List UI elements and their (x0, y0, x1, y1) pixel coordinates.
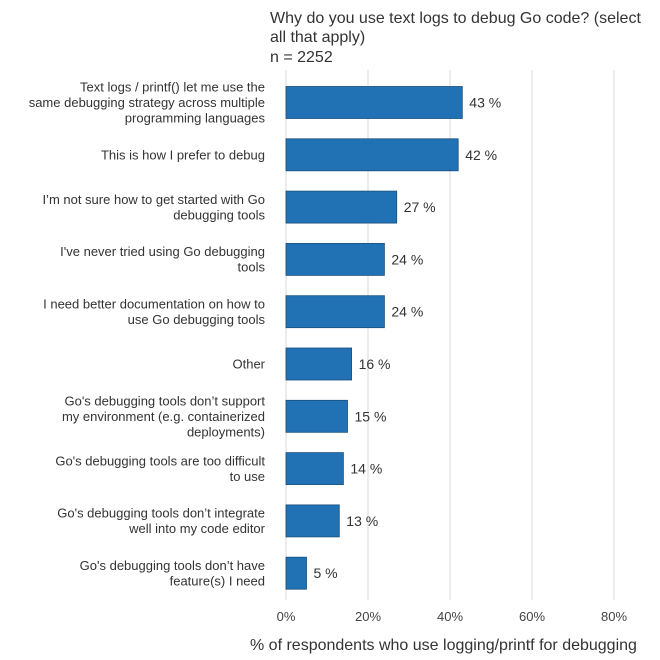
category-label-line: Text logs / printf() let me use the (80, 80, 265, 95)
category-label: Go's debugging tools don’t have feature(s… (80, 558, 265, 589)
bar-value-label: 14 % (350, 461, 382, 477)
bar-value-label: 42 % (465, 147, 497, 163)
bar (285, 452, 344, 486)
category-label: This is how I prefer to debug (101, 147, 265, 162)
category-label-line: programming languages (125, 111, 266, 126)
category-label-line: Go's debugging tools are too difficult (55, 453, 265, 468)
bar-value-label: 13 % (346, 513, 378, 529)
bar (285, 347, 352, 381)
category-label-line: feature(s) I need (170, 573, 265, 588)
category-label-line: deployments) (187, 424, 265, 439)
category-label: Go's debugging tools don’t support my env… (62, 393, 265, 439)
category-label-line: use Go debugging tools (128, 312, 266, 327)
category-label-line: well into my code editor (128, 521, 266, 536)
category-label: I need better documentation on how to use… (43, 296, 265, 327)
category-label-line: to use (230, 469, 265, 484)
category-label-line: This is how I prefer to debug (101, 147, 265, 162)
bar (285, 242, 385, 276)
category-label-line: I need better documentation on how to (43, 296, 265, 311)
x-tick-label: 40% (437, 609, 463, 624)
category-label: Go's debugging tools are too difficult to… (55, 453, 265, 484)
bar-value-label: 24 % (391, 304, 423, 320)
chart-subtitle: n = 2252 (270, 49, 333, 66)
bar-value-label: 24 % (391, 251, 423, 267)
bar (285, 295, 385, 329)
category-label-line: same debugging strategy across multiple (29, 95, 265, 110)
category-label-line: debugging tools (173, 207, 265, 222)
category-label-line: Go's debugging tools don’t support (64, 393, 265, 408)
category-label-line: Go's debugging tools don’t have (80, 558, 265, 573)
bar-value-label: 27 % (404, 199, 436, 215)
category-label-line: tools (238, 260, 266, 275)
category-label: Text logs / printf() let me use the same … (29, 80, 266, 126)
bar (285, 556, 307, 590)
category-label: I’m not sure how to get started with Go d… (42, 192, 265, 223)
chart-title: Why do you use text logs to debug Go cod… (270, 10, 641, 46)
x-tick-label: 20% (355, 609, 381, 624)
bar (285, 138, 459, 172)
bar-value-label: 15 % (355, 408, 387, 424)
category-label-line: I've never tried using Go debugging (60, 244, 265, 259)
x-tick-label: 60% (519, 609, 545, 624)
category-label-line: my environment (e.g. containerized (62, 409, 265, 424)
bar (285, 86, 463, 119)
category-label-line: Go's debugging tools don’t integrate (57, 506, 265, 521)
bar-value-label: 43 % (469, 95, 501, 111)
category-label: I've never tried using Go debugging tools (60, 244, 265, 275)
category-label: Go's debugging tools don’t integrate well… (57, 506, 265, 537)
x-axis-label: % of respondents who use logging/printf … (250, 637, 637, 654)
category-label-line: I’m not sure how to get started with Go (42, 192, 265, 207)
bar-value-label: 5 % (314, 565, 338, 581)
category-label: Other (232, 357, 265, 372)
category-label-line: Other (232, 357, 265, 372)
bar (285, 190, 398, 224)
x-tick-label: 0% (277, 609, 296, 624)
bar (285, 399, 348, 433)
bar-value-label: 16 % (359, 356, 391, 372)
x-tick-label: 80% (601, 609, 627, 624)
bar (285, 504, 340, 538)
